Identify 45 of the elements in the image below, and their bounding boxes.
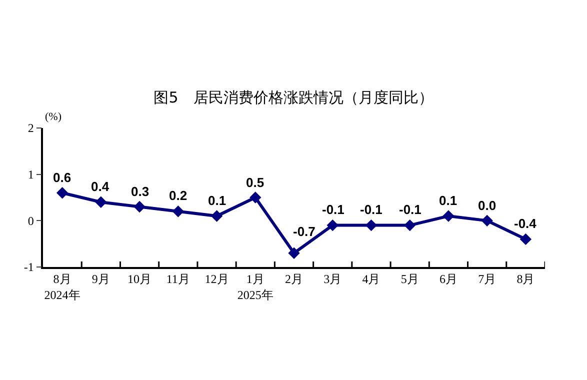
point	[481, 214, 493, 227]
point	[326, 219, 338, 232]
data-label: 0.5	[246, 175, 264, 190]
point	[288, 247, 300, 259]
x-tick-label: 11月	[166, 272, 190, 286]
x-tick-label: 8月	[516, 272, 535, 286]
data-label: 0.4	[91, 179, 110, 194]
data-label: 0.1	[208, 193, 226, 208]
chart-title: 图5 居民消费价格涨跌情况（月度同比）	[154, 88, 434, 106]
x-tick-label: 6月	[439, 272, 458, 286]
data-label: 0.3	[131, 184, 150, 199]
point	[404, 219, 416, 232]
x-tick-label: 8月 2024年	[44, 272, 80, 302]
point	[250, 192, 262, 204]
point	[95, 196, 107, 208]
point	[134, 200, 146, 213]
point	[56, 187, 68, 199]
data-label: -0.1	[322, 202, 344, 217]
data-label: 0.2	[169, 188, 188, 203]
data-label: 0.0	[478, 198, 496, 213]
data-label: 0.6	[53, 170, 72, 185]
x-tick-label: 2月	[285, 272, 303, 286]
x-tick-label: 1月 2025年	[237, 272, 274, 302]
point	[172, 206, 184, 218]
point	[210, 210, 223, 222]
data-label: -0.4	[514, 216, 538, 231]
x-tick-label: 3月	[324, 272, 342, 286]
point	[365, 219, 378, 232]
point	[520, 233, 532, 246]
x-tick-label: 10月	[128, 272, 152, 286]
data-label: -0.7	[293, 224, 316, 239]
y-tick-label: 2	[28, 121, 34, 136]
data-label: 0.1	[439, 193, 458, 208]
data-label: -0.1	[399, 202, 422, 217]
y-axis-title: (%)	[45, 111, 62, 123]
point	[442, 210, 454, 222]
x-tick-label: 7月	[478, 272, 496, 286]
x-tick-label: 4月	[362, 272, 380, 286]
data-label: -0.1	[360, 202, 382, 217]
x-tick-label: 12月	[204, 272, 229, 286]
y-tick-label: -1	[24, 260, 34, 274]
y-tick-label: 1	[28, 168, 34, 182]
x-tick-label: 5月	[400, 272, 419, 286]
x-tick-label: 9月	[92, 272, 110, 286]
y-tick-label: 0	[28, 214, 34, 228]
